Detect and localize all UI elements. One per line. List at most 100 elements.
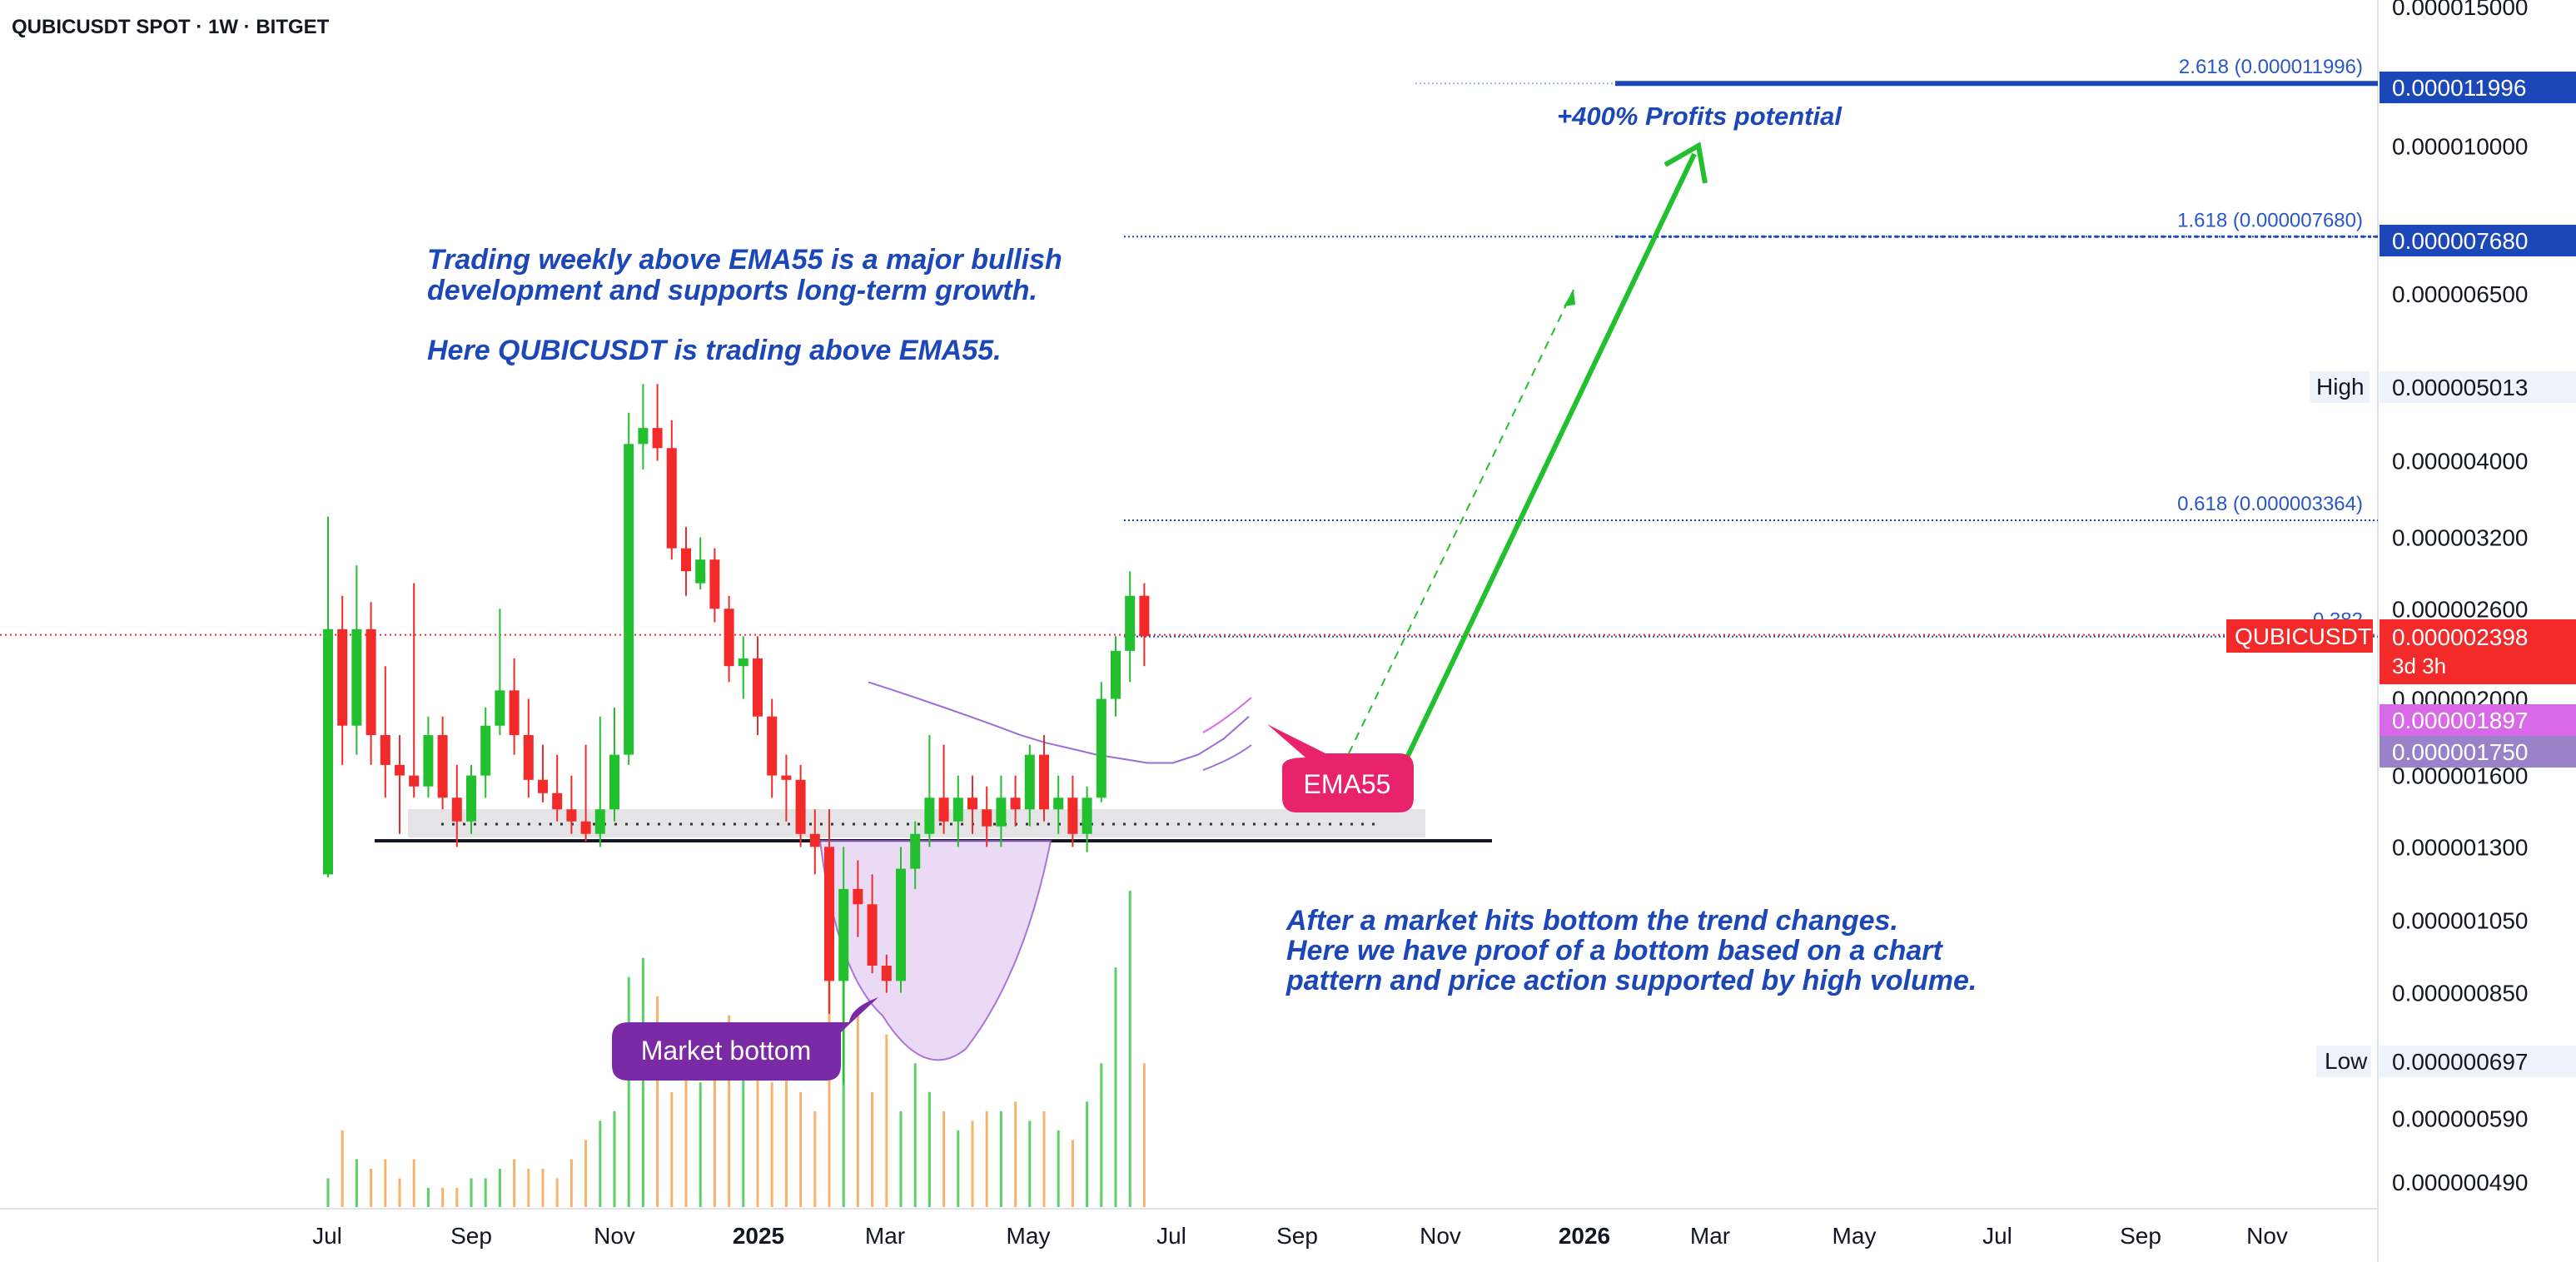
ema-b-price-tag [2380, 736, 2576, 768]
candle-body-31 [767, 716, 778, 776]
candle-body-9 [451, 797, 462, 822]
high-price-tag [2380, 371, 2576, 403]
ema-short-line [1202, 697, 1252, 733]
candle-body-18 [580, 821, 591, 834]
candle-body-1 [337, 629, 348, 726]
candle-body-21 [624, 444, 634, 755]
ema-long-line [1202, 744, 1252, 771]
candle-body-29 [738, 658, 748, 667]
ema-a-price-value: 0.000001897 [2392, 708, 2529, 733]
symbol-tag [2226, 619, 2373, 653]
candle-body-5 [395, 764, 405, 776]
candle-body-46 [982, 809, 992, 827]
candle-body-39 [881, 966, 892, 981]
price-tick-11: 0.000000590 [2392, 1105, 2529, 1131]
fib-label-0: 2.618 (0.000011996) [2179, 56, 2363, 78]
candle-body-16 [552, 792, 563, 810]
candle-body-11 [480, 725, 491, 776]
time-tick-3: 2025 [733, 1223, 784, 1249]
projection-dashed-arrow [1348, 289, 1574, 754]
candle-body-17 [566, 809, 577, 822]
time-tick-14: Nov [2246, 1223, 2288, 1249]
fib-2618-price-tag [2380, 72, 2576, 103]
candle-body-28 [724, 609, 734, 667]
candle-body-14 [523, 735, 534, 780]
candle-body-2 [351, 629, 362, 726]
high-tag [2310, 371, 2370, 403]
candle-body-53 [1082, 797, 1092, 834]
candle-body-27 [709, 559, 720, 609]
candlesticks [323, 384, 1150, 1086]
price-tick-12: 0.000000490 [2392, 1170, 2529, 1195]
current-price-value: 0.000002398 [2392, 624, 2529, 650]
projection-arrow-head [1663, 142, 1708, 184]
projection-arrow [1405, 152, 1697, 759]
low-price-tag [2380, 1046, 2576, 1077]
low-price-value: 0.000000697 [2392, 1049, 2529, 1075]
price-tick-0: 0.000015000 [2392, 0, 2529, 20]
rounding-bottom-pattern [818, 840, 1052, 1061]
ema-note-line3: Here QUBICUSDT is trading above EMA55. [427, 335, 1002, 366]
bottom-note-line1: After a market hits bottom the trend cha… [1286, 905, 1898, 937]
time-tick-13: Sep [2120, 1223, 2161, 1249]
fib-1618-price-value: 0.000007680 [2392, 228, 2529, 254]
current-price-tag [2380, 619, 2576, 684]
price-tick-5: 0.000002600 [2392, 596, 2529, 622]
time-tick-5: May [1007, 1223, 1051, 1249]
bottom-note-line2: Here we have proof of a bottom based on … [1286, 935, 1943, 966]
time-tick-7: Sep [1276, 1223, 1318, 1249]
fibonacci-levels: 2.618 (0.000011996) 1.618 (0.000007680) 0.… [1124, 56, 2378, 638]
profits-note: +400% Profits potential [1557, 102, 1842, 131]
ema55-callout [1267, 724, 1414, 812]
candle-body-24 [666, 448, 677, 549]
candle-body-12 [495, 690, 505, 726]
projection-dashed-arrow-head [1564, 290, 1575, 306]
candle-body-56 [1125, 595, 1136, 651]
low-tag [2316, 1046, 2371, 1077]
candle-body-40 [896, 868, 906, 981]
candle-body-51 [1053, 797, 1064, 810]
price-tick-2: 0.000006500 [2392, 281, 2529, 307]
candle-body-38 [867, 904, 878, 966]
candle-body-43 [938, 797, 949, 822]
ema55-lines [868, 681, 1252, 771]
candle-body-48 [1010, 797, 1021, 810]
time-tick-10: Mar [1690, 1223, 1730, 1249]
time-tick-8: Nov [1420, 1223, 1461, 1249]
candle-body-23 [652, 428, 663, 449]
candle-body-44 [952, 797, 963, 822]
candle-body-45 [967, 797, 977, 810]
price-axis[interactable]: 0.000015000 0.000010000 0.000006500 0.00000… [2392, 0, 2529, 1195]
price-tick-3: 0.000004000 [2392, 448, 2529, 474]
price-tick-10: 0.000000850 [2392, 981, 2529, 1006]
support-zone [375, 809, 1492, 842]
candle-body-3 [366, 629, 376, 736]
candle-body-33 [795, 779, 806, 834]
candle-body-4 [380, 735, 390, 765]
candle-body-0 [323, 629, 333, 875]
support-band [408, 809, 1425, 837]
price-tick-4: 0.000003200 [2392, 525, 2529, 551]
bottom-note-line3: pattern and price action supported by hi… [1286, 965, 1977, 996]
time-axis[interactable]: Jul Sep Nov 2025 Mar May Jul Sep Nov 2026 Mar May Ju… [312, 1223, 2288, 1249]
candle-body-35 [824, 847, 834, 981]
low-label: Low [2325, 1048, 2368, 1074]
candle-body-19 [594, 809, 605, 834]
candle-body-26 [695, 559, 706, 584]
market-bottom-callout [612, 997, 878, 1081]
fib-label-2: 0.618 (0.000003364) [2177, 493, 2363, 515]
candle-body-13 [509, 690, 520, 736]
candle-body-30 [753, 658, 763, 717]
chart-title: QUBICUSDT SPOT · 1W · BITGET [12, 16, 330, 38]
market-bottom-label: Market bottom [641, 1036, 812, 1066]
time-tick-11: May [1833, 1223, 1877, 1249]
candle-body-37 [853, 888, 863, 905]
price-tick-1: 0.000010000 [2392, 133, 2529, 159]
candle-body-41 [910, 833, 921, 869]
ema55-line [868, 681, 1250, 764]
symbol-tag-label: QUBICUSDT [2235, 624, 2372, 649]
candle-body-55 [1111, 650, 1121, 699]
ema-a-price-tag [2380, 704, 2576, 736]
price-tick-9: 0.000001050 [2392, 907, 2529, 933]
